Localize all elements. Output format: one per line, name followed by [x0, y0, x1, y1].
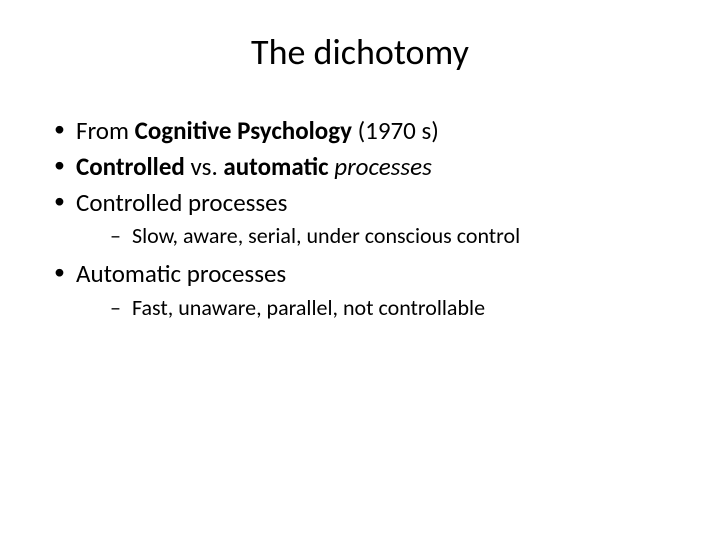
bullet-list: From Cognitive Psychology (1970 s) Contr…: [40, 114, 680, 322]
sub-bullet-text: Slow, aware, serial, under conscious con…: [132, 222, 520, 249]
bullet-text-bold: Controlled: [76, 151, 190, 182]
bullet-item: From Cognitive Psychology (1970 s): [50, 114, 680, 148]
bullet-text-bold: Cognitive Psychology: [135, 115, 358, 146]
sub-bullet-list: Slow, aware, serial, under conscious con…: [76, 221, 680, 251]
sub-bullet-item: Fast, unaware, parallel, not controllabl…: [110, 293, 680, 323]
bullet-item: Automatic processes Fast, unaware, paral…: [50, 257, 680, 322]
bullet-text: vs.: [190, 151, 223, 182]
bullet-text: From: [76, 115, 135, 146]
bullet-item: Controlled processes Slow, aware, serial…: [50, 186, 680, 251]
bullet-text-bold: automatic: [223, 151, 334, 182]
sub-bullet-text: Fast, unaware, parallel, not controllabl…: [132, 294, 485, 321]
bullet-text-italic: processes: [334, 151, 432, 182]
sub-bullet-item: Slow, aware, serial, under conscious con…: [110, 221, 680, 251]
slide-title: The dichotomy: [40, 30, 680, 74]
slide: The dichotomy From Cognitive Psychology …: [0, 0, 720, 540]
bullet-text: (1970 s): [358, 115, 439, 146]
bullet-text: Automatic processes: [76, 258, 286, 289]
bullet-text: Controlled processes: [76, 187, 287, 218]
bullet-item: Controlled vs. automatic processes: [50, 150, 680, 184]
sub-bullet-list: Fast, unaware, parallel, not controllabl…: [76, 293, 680, 323]
